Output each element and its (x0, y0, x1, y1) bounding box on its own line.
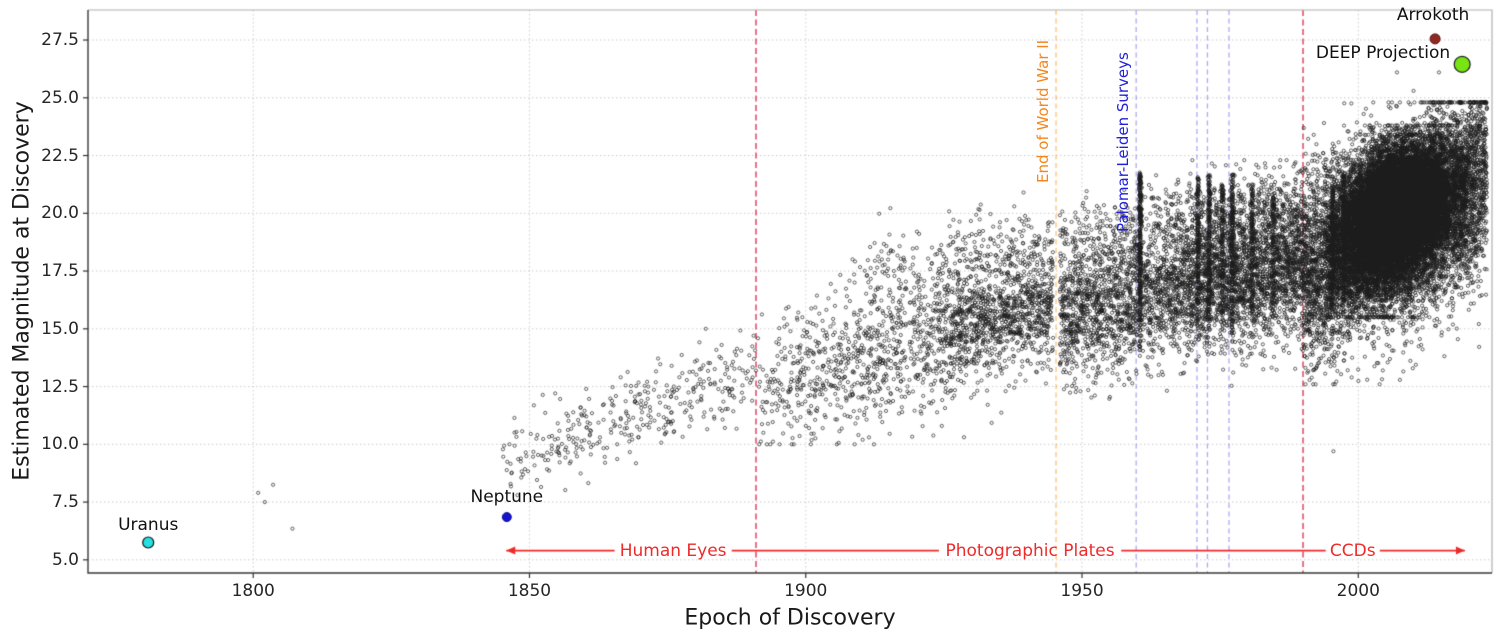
x-tick-label: 2000 (1336, 581, 1380, 601)
y-tick-label: 22.5 (41, 145, 79, 166)
x-tick-label: 1800 (231, 581, 275, 601)
x-tick-label: 1850 (507, 581, 552, 601)
era-label-human-eyes: Human Eyes (619, 540, 727, 561)
y-tick-label: 27.5 (41, 30, 79, 51)
y-tick-label: 5.0 (51, 549, 79, 570)
era-label-photographic-plates: Photographic Plates (945, 540, 1115, 561)
x-tick-label: 1900 (784, 581, 828, 601)
y-tick-label: 25.0 (41, 87, 79, 108)
y-tick-label: 17.5 (41, 261, 79, 282)
special-point-label-arrokoth: Arrokoth (1396, 4, 1470, 25)
x-axis-label: Epoch of Discovery (684, 605, 896, 631)
y-tick-label: 12.5 (41, 376, 79, 397)
vline-label-pls-1960: Palomar-Leiden Surveys (1114, 51, 1133, 232)
y-tick-label: 10.0 (41, 434, 79, 455)
special-point-label-deep-projection: DEEP Projection (1315, 43, 1451, 64)
y-tick-label: 7.5 (51, 492, 79, 513)
x-tick-label: 1950 (1060, 581, 1104, 601)
special-point-label-uranus: Uranus (118, 514, 179, 535)
era-label-ccds: CCDs (1329, 540, 1376, 561)
y-tick-label: 15.0 (41, 318, 79, 339)
special-point-label-neptune: Neptune (470, 487, 544, 508)
vline-label-end-of-wwii: End of World War II (1034, 40, 1053, 184)
y-axis-label: Estimated Magnitude at Discovery (9, 101, 35, 481)
y-tick-label: 20.0 (41, 203, 79, 224)
